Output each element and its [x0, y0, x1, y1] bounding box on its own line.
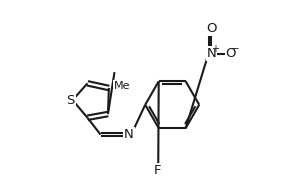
Text: Me: Me [114, 81, 130, 91]
Text: S: S [66, 94, 75, 107]
Text: O: O [226, 47, 236, 60]
Text: N: N [124, 128, 134, 141]
Text: N: N [206, 47, 216, 60]
Text: −: − [231, 44, 239, 54]
Text: O: O [206, 22, 217, 35]
Text: +: + [211, 44, 219, 54]
Text: F: F [154, 164, 161, 177]
